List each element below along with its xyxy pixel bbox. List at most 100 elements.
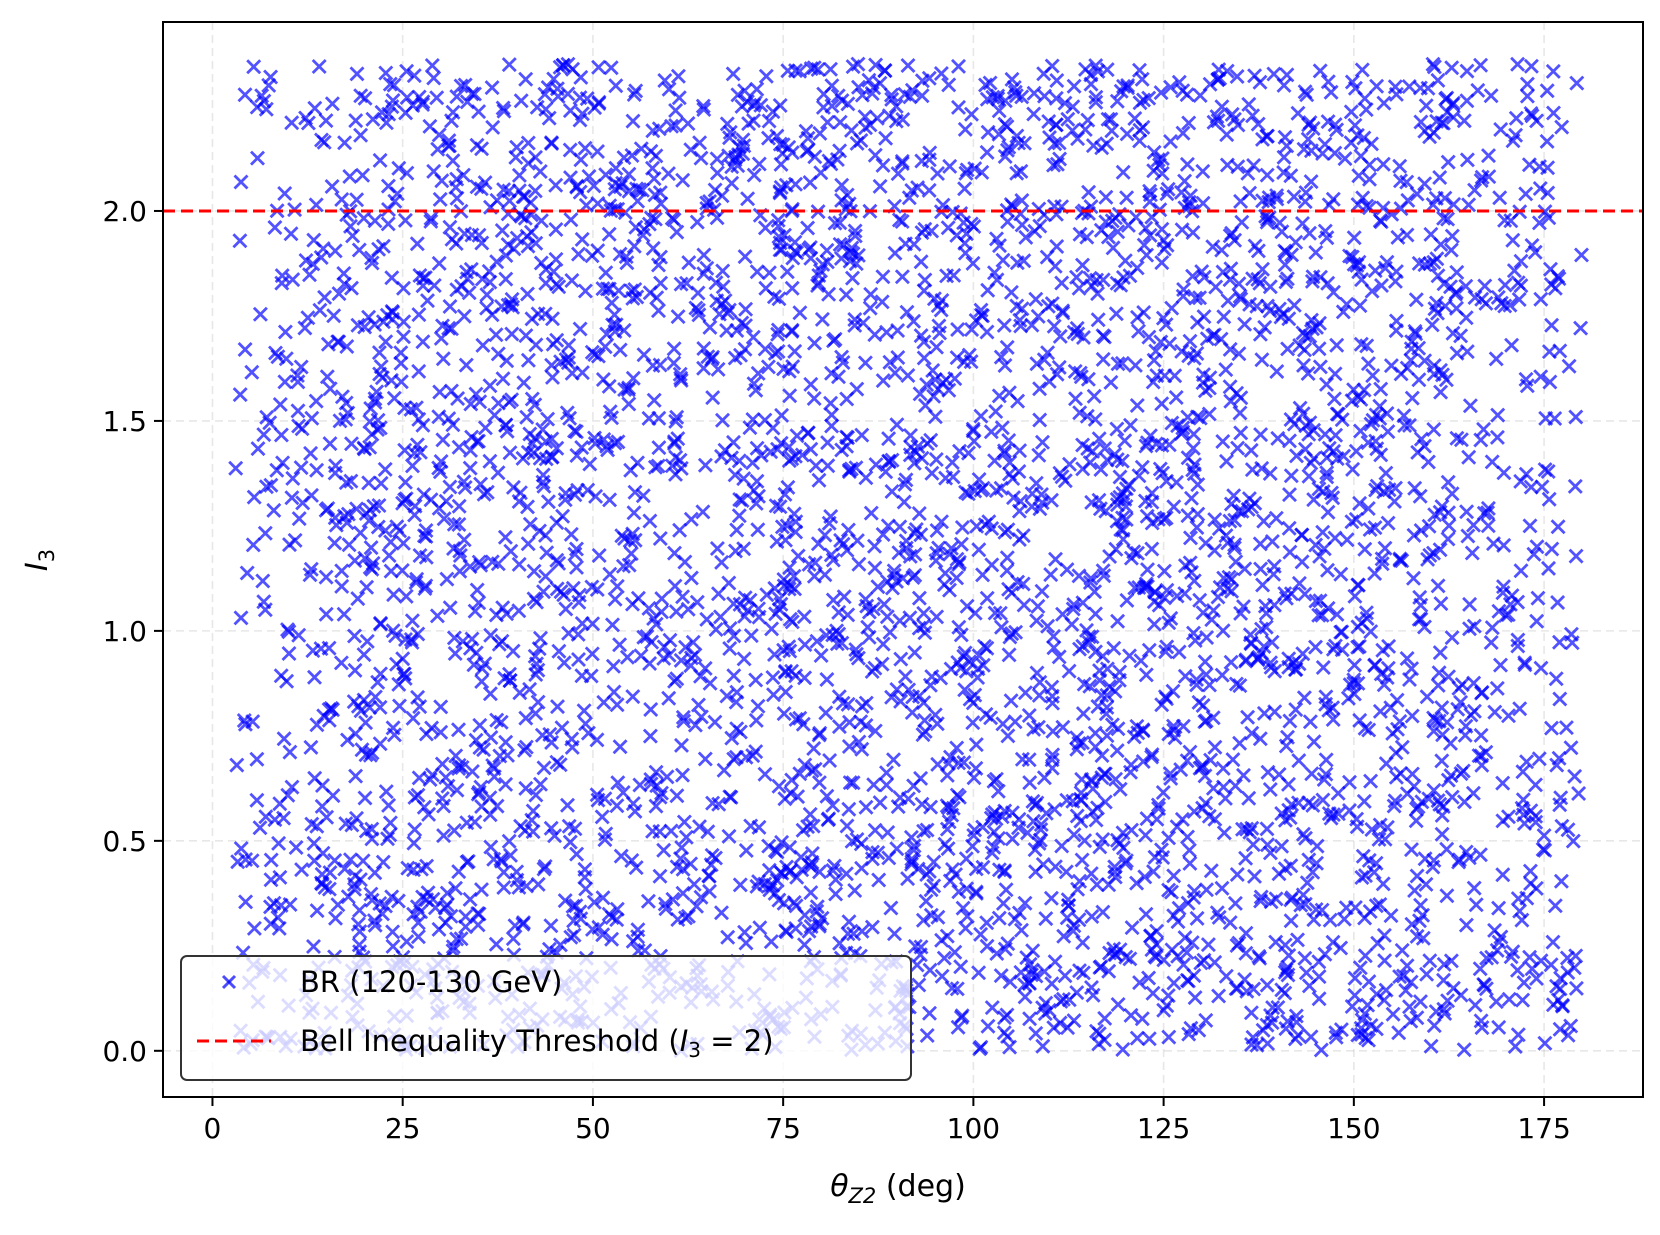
- scatter-point: [556, 655, 572, 671]
- scatter-point: [728, 694, 744, 710]
- scatter-point: [675, 885, 691, 901]
- scatter-point: [892, 613, 908, 629]
- scatter-point: [1141, 329, 1157, 345]
- scatter-point: [766, 687, 781, 703]
- scatter-point: [840, 607, 856, 623]
- scatter-point: [1229, 69, 1245, 84]
- scatter-point: [665, 891, 681, 907]
- scatter-point: [334, 192, 350, 207]
- scatter-point: [1207, 512, 1223, 528]
- scatter-point: [1461, 449, 1477, 465]
- scatter-point: [288, 840, 304, 855]
- scatter-point: [1039, 249, 1055, 265]
- scatter-point: [1552, 797, 1568, 813]
- scatter-point: [1415, 930, 1431, 946]
- scatter-point: [1282, 433, 1297, 449]
- scatter-point: [1409, 801, 1424, 817]
- scatter-point: [953, 660, 969, 676]
- scatter-point: [914, 88, 930, 104]
- scatter-point: [451, 517, 467, 532]
- scatter-point: [406, 835, 422, 851]
- scatter-point: [1512, 903, 1528, 919]
- scatter-point: [1421, 791, 1437, 807]
- scatter-point: [1030, 719, 1046, 735]
- scatter-point: [1421, 518, 1437, 534]
- scatter-point: [373, 616, 389, 632]
- scatter-point: [862, 300, 878, 316]
- scatter-point: [960, 486, 976, 502]
- scatter-point: [564, 739, 580, 755]
- scatter-point: [1350, 577, 1366, 593]
- scatter-point: [881, 453, 897, 469]
- scatter-point: [664, 210, 680, 226]
- scatter-point: [872, 178, 888, 194]
- x-axis-label-rest: (deg): [876, 1169, 966, 1204]
- scatter-point: [1252, 731, 1268, 747]
- scatter-point: [1497, 277, 1513, 293]
- scatter-point: [796, 609, 812, 625]
- scatter-point: [551, 279, 567, 295]
- scatter-point: [1523, 58, 1539, 74]
- scatter-point: [259, 409, 275, 425]
- scatter-point: [1318, 766, 1334, 782]
- scatter-point: [789, 428, 805, 444]
- scatter-point: [1541, 210, 1557, 226]
- scatter-point: [905, 570, 921, 585]
- scatter-point: [1552, 634, 1567, 650]
- scatter-point: [761, 265, 777, 281]
- scatter-point: [1129, 398, 1145, 413]
- scatter-point: [1179, 945, 1195, 960]
- scatter-point: [408, 575, 424, 590]
- scatter-point: [1055, 606, 1071, 622]
- scatter-point: [1404, 708, 1420, 724]
- scatter-point: [1052, 328, 1068, 344]
- scatter-point: [731, 453, 747, 469]
- scatter-point: [1236, 599, 1251, 615]
- scatter-point: [918, 893, 934, 909]
- scatter-point: [1358, 605, 1374, 621]
- scatter-point: [1439, 104, 1455, 120]
- scatter-point: [276, 810, 292, 826]
- scatter-point: [1484, 454, 1500, 470]
- scatter-point: [934, 293, 950, 308]
- scatter-point: [708, 275, 724, 291]
- scatter-point: [724, 159, 740, 175]
- scatter-point: [1409, 868, 1425, 884]
- scatter-point: [397, 212, 413, 228]
- scatter-point: [907, 546, 923, 562]
- scatter-point: [1164, 942, 1180, 958]
- scatter-point: [1479, 950, 1495, 966]
- scatter-point: [319, 369, 335, 385]
- scatter-point: [1205, 239, 1221, 255]
- scatter-point: [1350, 197, 1366, 213]
- scatter-point: [1205, 710, 1221, 726]
- scatter-point: [1412, 488, 1428, 504]
- scatter-point: [825, 552, 841, 568]
- scatter-point: [1072, 963, 1087, 979]
- scatter-point: [1264, 534, 1280, 549]
- y-axis-ticks: 0.00.51.01.52.0: [102, 195, 163, 1068]
- scatter-point: [483, 839, 499, 855]
- scatter-point: [1305, 864, 1321, 880]
- scatter-point: [1278, 590, 1294, 606]
- scatter-point: [1148, 436, 1164, 452]
- scatter-point: [496, 103, 512, 119]
- scatter-point: [1075, 706, 1091, 722]
- scatter-point: [1060, 111, 1076, 127]
- scatter-point: [1059, 562, 1075, 578]
- scatter-point: [1431, 665, 1447, 681]
- scatter-point: [819, 788, 835, 804]
- scatter-point: [925, 363, 941, 378]
- scatter-point: [772, 98, 788, 113]
- x-tick-label: 0: [204, 1112, 222, 1145]
- scatter-point: [897, 86, 913, 102]
- scatter-point: [1491, 1019, 1507, 1035]
- scatter-point: [1187, 633, 1203, 648]
- scatter-point: [1007, 84, 1023, 100]
- scatter-point: [1099, 452, 1115, 468]
- scatter-point: [942, 546, 958, 562]
- scatter-point: [304, 487, 319, 503]
- scatter-point: [1195, 195, 1211, 211]
- scatter-point: [1211, 909, 1227, 925]
- scatter-point: [899, 304, 915, 320]
